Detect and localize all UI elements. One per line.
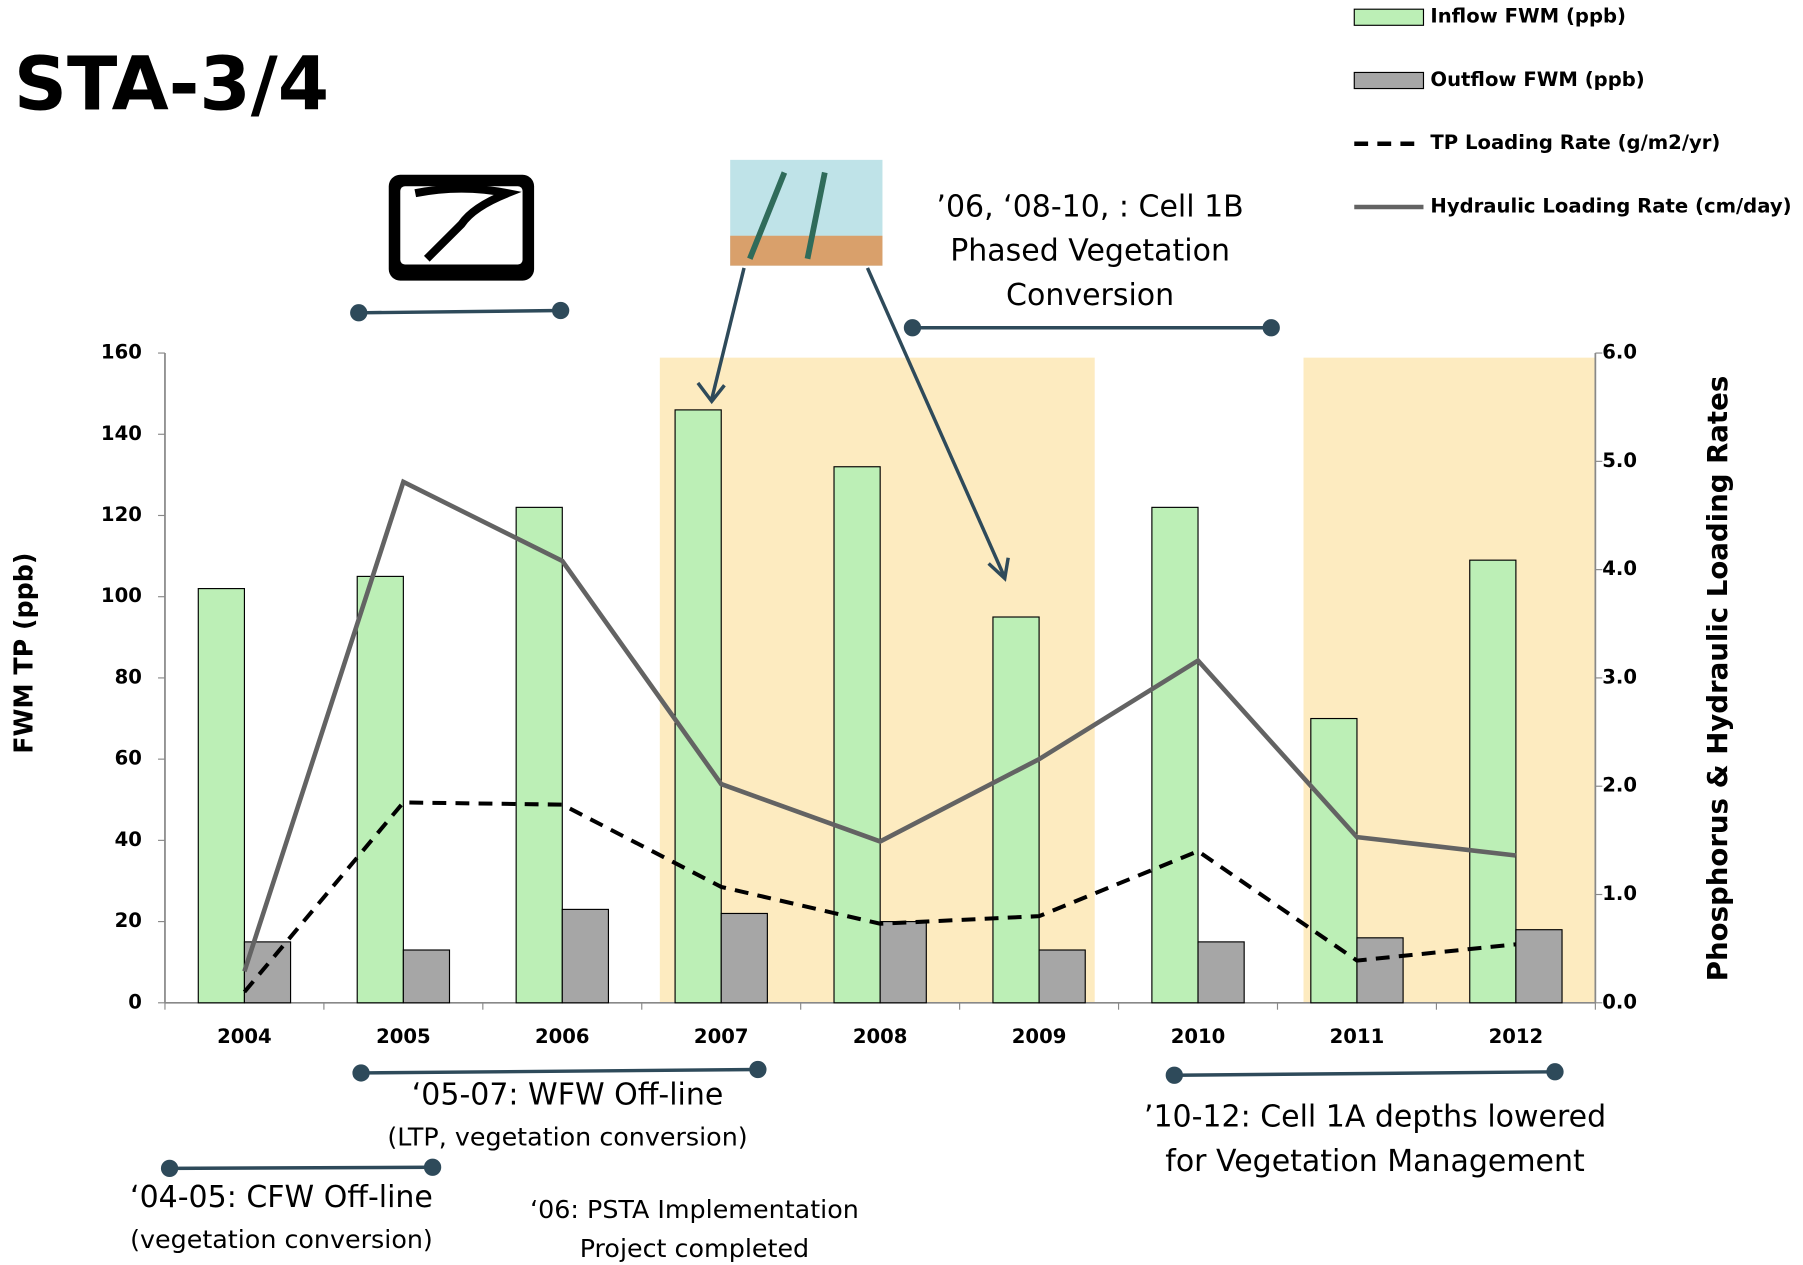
legend-swatch bbox=[1353, 71, 1425, 90]
x-tick-label: 2009 bbox=[1012, 1025, 1067, 1048]
x-tick-label: 2005 bbox=[376, 1025, 431, 1048]
x-tick-label: 2008 bbox=[853, 1025, 908, 1048]
bar bbox=[356, 575, 404, 1004]
legend-label: Outflow FWM (ppb) bbox=[1430, 68, 1644, 91]
bar bbox=[1038, 949, 1086, 1004]
bar bbox=[1515, 929, 1563, 1004]
bar bbox=[1469, 559, 1517, 1004]
annotation: for Vegetation Management bbox=[1165, 1144, 1585, 1179]
bar bbox=[992, 616, 1040, 1004]
y2-tick-label: 0.0 bbox=[1602, 990, 1637, 1013]
x-tick-label: 2004 bbox=[217, 1025, 272, 1048]
tornado-icon bbox=[388, 174, 535, 281]
y-tick-label: 40 bbox=[115, 828, 142, 851]
y2-tick-label: 3.0 bbox=[1602, 665, 1637, 688]
x-tick-label: 2010 bbox=[1171, 1025, 1226, 1048]
bar bbox=[833, 466, 881, 1004]
y2-tick-label: 6.0 bbox=[1602, 341, 1637, 364]
bar bbox=[1356, 937, 1404, 1004]
bar bbox=[674, 409, 722, 1004]
plot: 0 20 40 60 80 100 120 140 160 0.0 1.0 2.0 3.0 4.0 5.0 6… bbox=[101, 341, 1637, 1048]
annotation: ‘04-05: CFW Off-line bbox=[130, 1180, 433, 1215]
x-tick-label: 2007 bbox=[694, 1025, 749, 1048]
bar bbox=[720, 912, 768, 1004]
y2-tick-label: 2.0 bbox=[1602, 774, 1637, 797]
x-tick-label: 2011 bbox=[1330, 1025, 1385, 1048]
annotation: Project completed bbox=[580, 1233, 809, 1263]
legend-label: Inflow FWM (ppb) bbox=[1430, 5, 1626, 28]
annotation: ’06, ‘08-10, : Cell 1B bbox=[936, 190, 1243, 225]
y-tick-label: 160 bbox=[101, 341, 142, 364]
y-tick-label: 140 bbox=[101, 422, 142, 445]
y-tick-label: 60 bbox=[115, 747, 142, 770]
bar bbox=[1151, 506, 1199, 1004]
bar bbox=[515, 506, 563, 1004]
bar bbox=[561, 908, 610, 1004]
legend-label: Hydraulic Loading Rate (cm/day) bbox=[1430, 195, 1791, 218]
legend-label: TP Loading Rate (g/m2/yr) bbox=[1430, 131, 1720, 154]
y-tick-label: 20 bbox=[115, 909, 142, 932]
timeline bbox=[160, 267, 1564, 1178]
y2-tick-label: 4.0 bbox=[1602, 557, 1637, 580]
chart-title: STA-3/4 bbox=[14, 43, 329, 128]
y-tick-label: 0 bbox=[128, 990, 142, 1013]
line-series bbox=[242, 478, 1517, 973]
annotation: ‘05-07: WFW Off-line bbox=[412, 1077, 724, 1112]
annotation: ’10-12: Cell 1A depths lowered bbox=[1144, 1099, 1606, 1134]
x-tick-label: 2012 bbox=[1489, 1025, 1544, 1048]
y-tick-label: 80 bbox=[115, 665, 142, 688]
y-tick-label: 120 bbox=[101, 503, 142, 526]
annotation: (LTP, vegetation conversion) bbox=[387, 1122, 747, 1152]
hurricane-icon bbox=[730, 159, 883, 266]
y-tick-label: 100 bbox=[101, 584, 142, 607]
annotation: Conversion bbox=[1006, 278, 1174, 313]
y-axis-label: FWM TP (ppb) bbox=[8, 553, 38, 754]
annotation: ‘06: PSTA Implementation bbox=[530, 1194, 859, 1224]
y2-axis-label: Phosphorus & Hydraulic Loading Rates bbox=[1701, 376, 1734, 981]
annotation: (vegetation conversion) bbox=[130, 1224, 433, 1254]
bar bbox=[197, 588, 246, 1004]
bar bbox=[402, 949, 451, 1004]
x-tick-label: 2006 bbox=[535, 1025, 590, 1048]
annotation: Phased Vegetation bbox=[950, 233, 1230, 268]
bar bbox=[1310, 717, 1358, 1004]
legend-swatch bbox=[1353, 8, 1425, 26]
y2-tick-label: 5.0 bbox=[1602, 449, 1637, 472]
line-series bbox=[242, 800, 1517, 994]
bar bbox=[879, 921, 927, 1004]
y2-tick-label: 1.0 bbox=[1602, 882, 1637, 905]
bar bbox=[1197, 941, 1245, 1004]
